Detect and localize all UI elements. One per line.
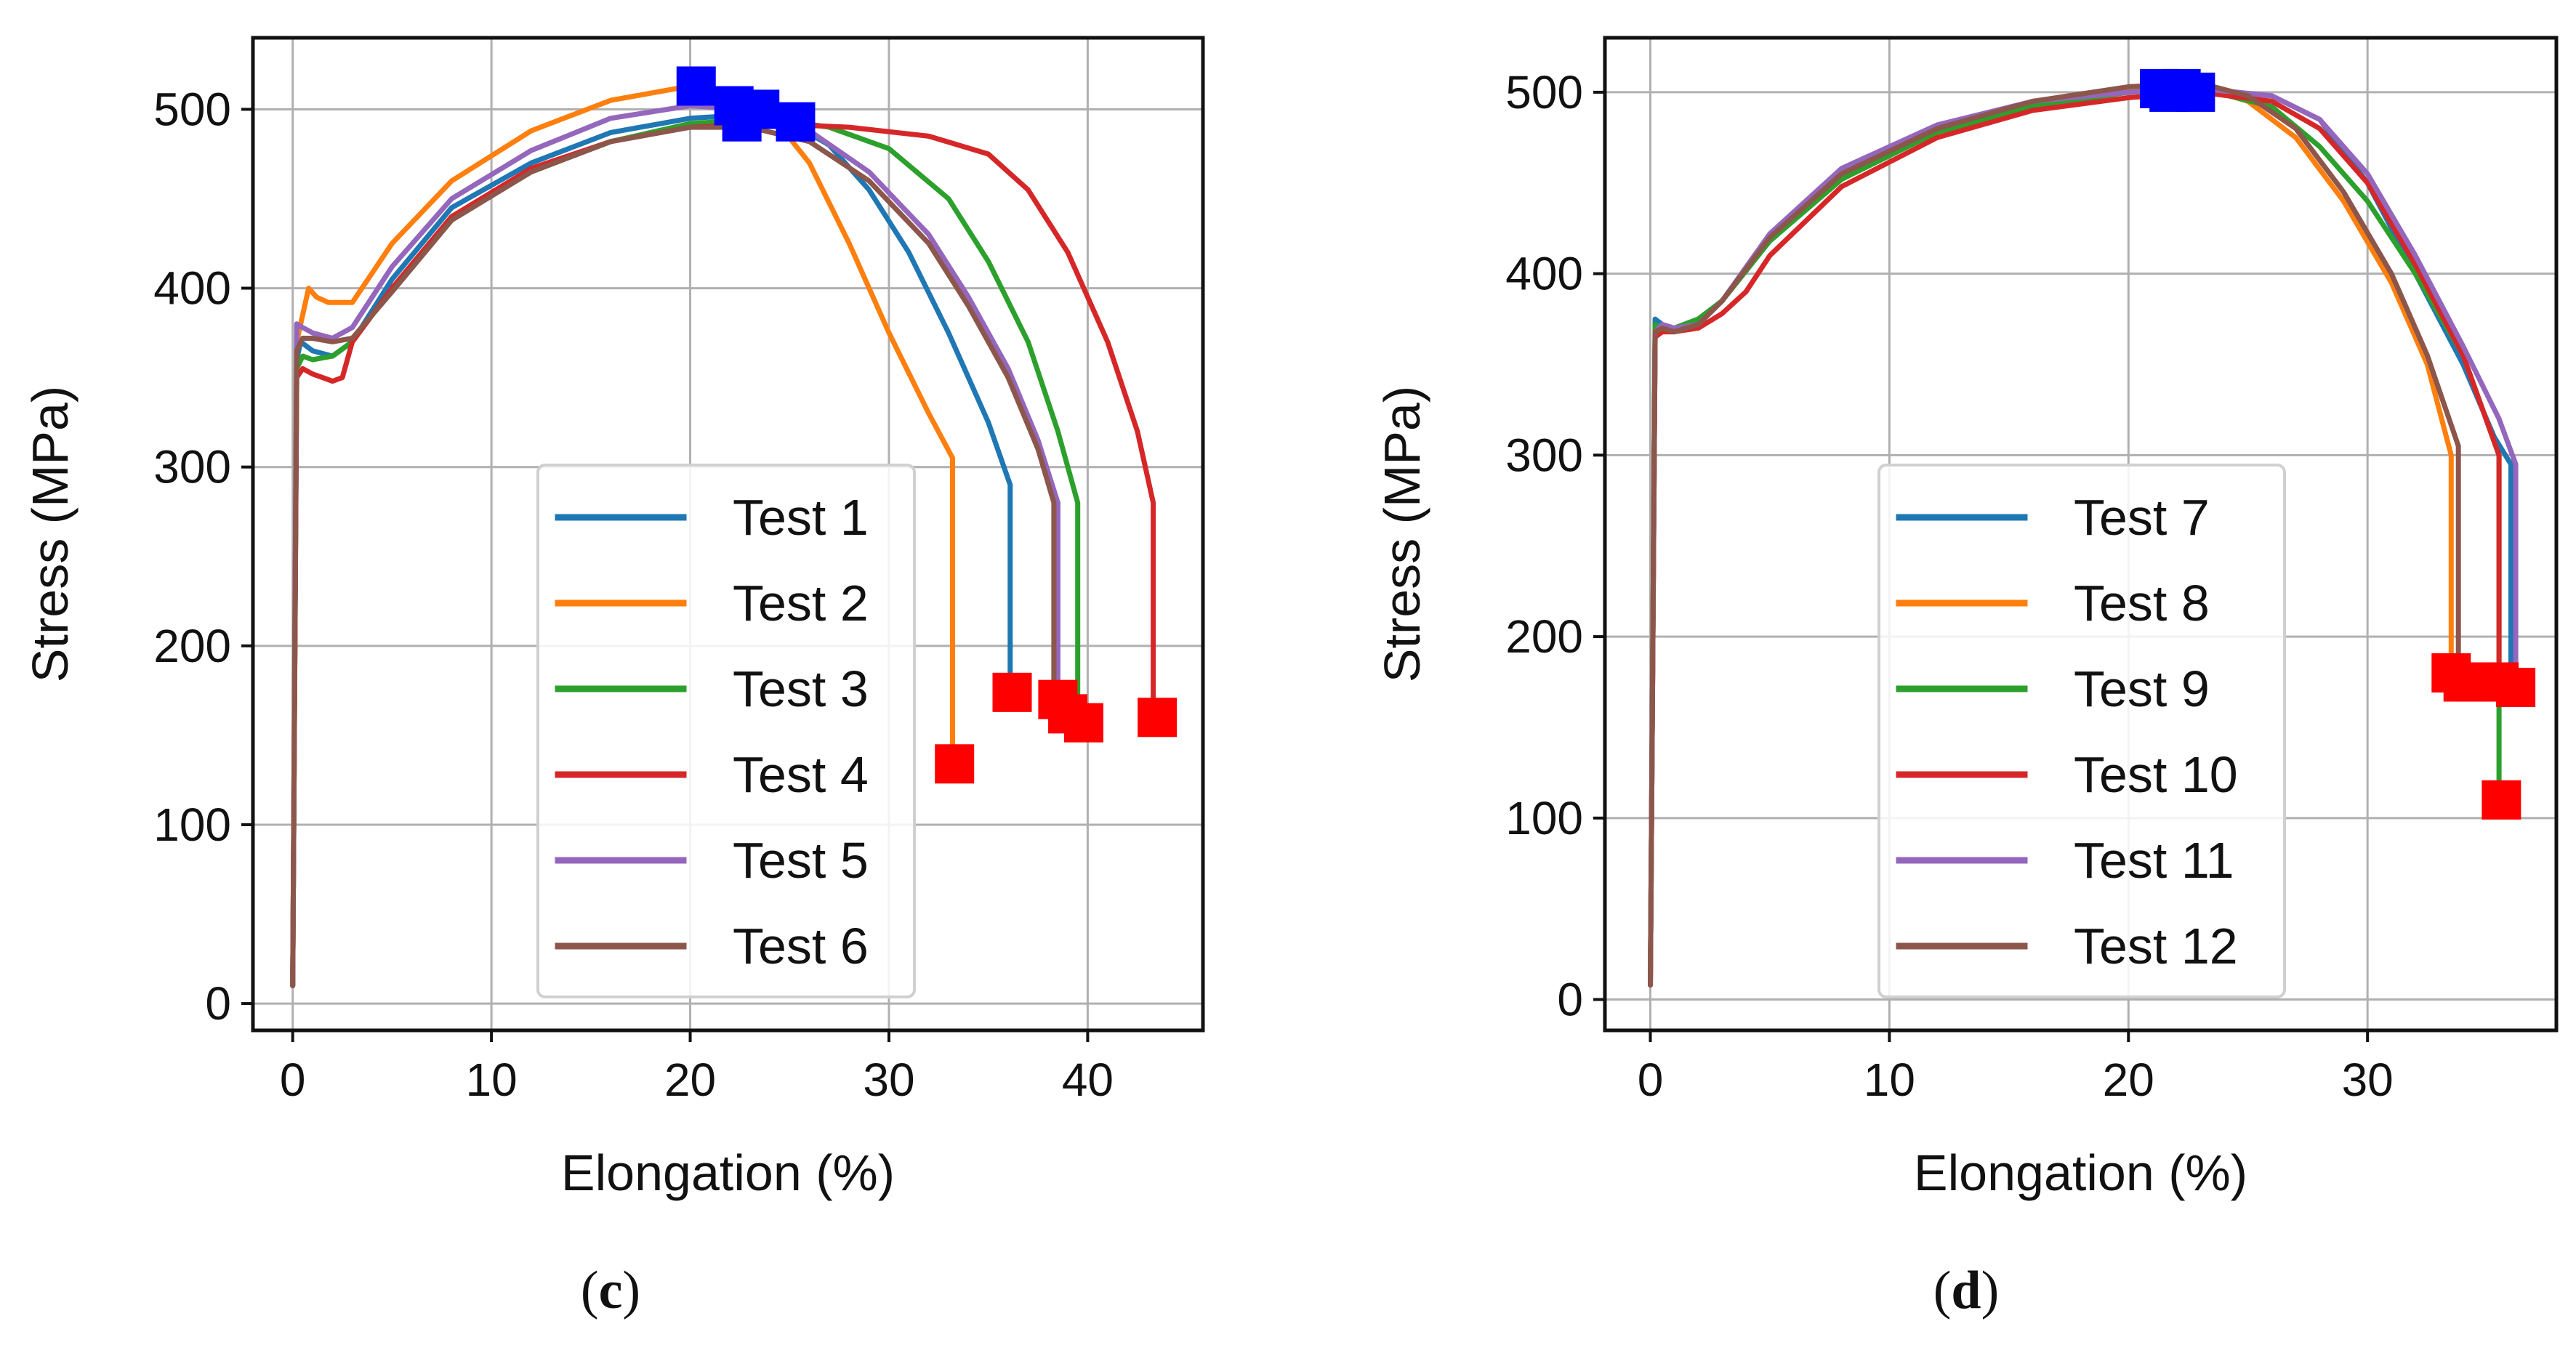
legend-label-5: Test 12 [2074,918,2238,974]
series-line-test-1 [290,112,1013,988]
x-tick-label-3: 30 [863,1054,914,1106]
x-tick-label-0: 0 [280,1054,306,1106]
x-tick-label-4: 40 [1062,1054,1114,1106]
y-tick-label-4: 400 [1505,248,1583,300]
y-tick-label-1: 100 [153,799,231,851]
legend-label-4: Test 5 [733,832,869,889]
fracture-marker-5 [1138,698,1178,738]
fracture-marker-4 [2496,668,2536,708]
series-lines [290,84,1156,988]
legend: Test 1 Test 2 Test 3 Test 4 Test 5 Test 6 [536,464,916,998]
fracture-marker-0 [935,744,975,784]
y-tick-label-2: 200 [1505,610,1583,663]
axes-frame [1603,36,2559,1033]
panel-label-d: (d) [1933,1261,1999,1320]
fracture-marker-5 [2482,780,2521,820]
x-tick-label-1: 10 [1864,1054,1915,1106]
series-line-test-11 [1648,86,2519,988]
ultimate-marker-0 [676,66,716,106]
series-line-test-12 [1648,80,2461,988]
panel-label-c: (c) [581,1261,640,1320]
x-axis-title: Elongation (%) [561,1144,895,1201]
panel-label-c-text: c [599,1261,623,1320]
legend-label-5: Test 6 [733,918,869,974]
legend-label-1: Test 2 [733,575,869,631]
y-tick-label-3: 300 [153,441,231,493]
y-axis-title: Stress (MPa) [1374,386,1430,682]
series-line-test-6 [290,124,1057,988]
y-axis-title: Stress (MPa) [22,386,79,682]
markers [2140,68,2536,820]
y-tick-label-3: 300 [1505,429,1583,481]
legend-label-0: Test 1 [733,489,869,546]
y-tick-label-1: 100 [1505,792,1583,844]
markers [676,66,1178,784]
legend-box [1877,464,2286,998]
legend-box [536,464,916,998]
series-lines [1648,80,2519,988]
legend-label-3: Test 4 [733,746,869,803]
ultimate-marker-3 [2175,72,2215,112]
x-tick-label-2: 20 [664,1054,716,1106]
legend-label-2: Test 9 [2074,661,2210,717]
legend-label-0: Test 7 [2074,489,2210,546]
x-tick-label-2: 20 [2103,1054,2154,1106]
y-tick-label-0: 0 [205,977,231,1030]
ultimate-marker-4 [776,102,816,142]
panel-label-d-text: d [1951,1261,1981,1320]
ultimate-marker-3 [740,89,780,129]
series-line-test-5 [290,103,1060,988]
x-tick-label-0: 0 [1638,1054,1664,1106]
legend-label-1: Test 8 [2074,575,2210,631]
fracture-marker-1 [992,672,1032,712]
legend-label-3: Test 10 [2074,746,2238,803]
x-axis-title: Elongation (%) [1914,1144,2247,1201]
x-tick-label-1: 10 [466,1054,518,1106]
y-tick-label-2: 200 [153,620,231,672]
fracture-marker-4 [1063,703,1103,743]
y-tick-label-0: 0 [1557,974,1583,1026]
x-tick-label-3: 30 [2342,1054,2394,1106]
axes-frame [251,36,1205,1033]
y-tick-label-5: 500 [153,83,231,135]
y-tick-label-5: 500 [1505,66,1583,118]
legend-label-4: Test 11 [2074,832,2234,889]
series-line-test-2 [290,84,955,988]
y-tick-label-4: 400 [153,262,231,315]
legend-label-2: Test 3 [733,661,869,717]
legend: Test 7 Test 8 Test 9 Test 10 Test 11 Test 12 [1877,464,2286,998]
